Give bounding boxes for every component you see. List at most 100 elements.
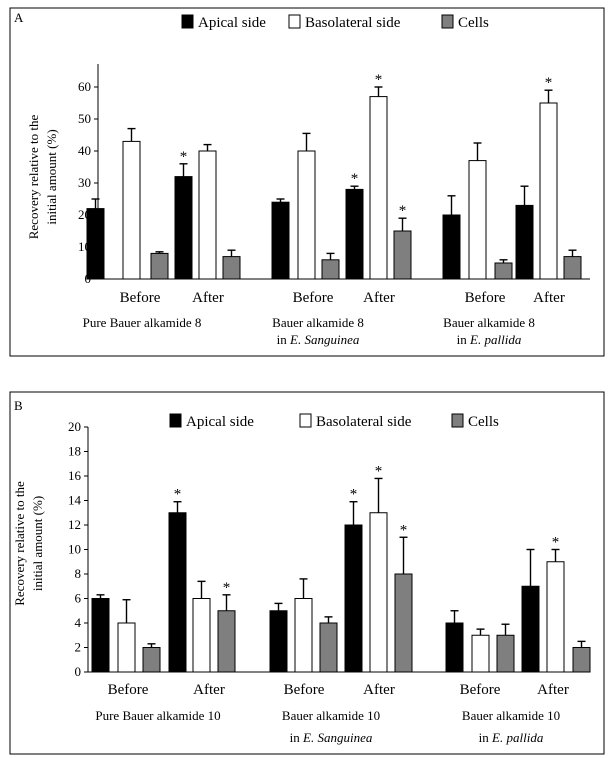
y-tick-label: 8 bbox=[75, 566, 82, 581]
y-tick-label: 10 bbox=[68, 542, 81, 557]
legend-label-cells: Cells bbox=[468, 414, 499, 430]
bar-apical bbox=[344, 524, 363, 673]
bar-basolateral bbox=[369, 96, 388, 280]
bar-basolateral bbox=[369, 512, 388, 673]
legend-swatch-cells bbox=[441, 14, 454, 29]
bars: * * * * * * bbox=[91, 463, 591, 673]
group-label: in E. pallida bbox=[479, 730, 544, 745]
y-tick-label: 0 bbox=[75, 664, 82, 679]
bars: * * * * * bbox=[86, 72, 582, 280]
bar-apical bbox=[174, 176, 193, 280]
bar-apical bbox=[345, 188, 364, 280]
y-axis-label-line: initial amount (%) bbox=[44, 129, 59, 224]
bar-basolateral bbox=[468, 160, 487, 280]
legend-label-basolateral: Basolateral side bbox=[305, 15, 401, 31]
y-tick-label: 2 bbox=[75, 640, 82, 655]
group-label: Bauer alkamide 10 bbox=[462, 708, 560, 723]
condition-label: Before bbox=[120, 290, 161, 306]
condition-label: After bbox=[363, 290, 395, 306]
panel-frame bbox=[9, 7, 605, 357]
condition-label: Before bbox=[293, 290, 334, 306]
bar-basolateral bbox=[539, 102, 558, 280]
bar-basolateral bbox=[471, 634, 490, 673]
legend: Apical side Basolateral side Cells bbox=[181, 14, 489, 31]
legend-label-cells: Cells bbox=[458, 15, 489, 31]
group-label: Pure Bauer alkamide 8 bbox=[83, 315, 202, 330]
legend-label-apical: Apical side bbox=[186, 414, 254, 430]
condition-label: After bbox=[537, 682, 569, 698]
y-tick-label: 4 bbox=[75, 615, 82, 630]
legend-swatch-apical bbox=[181, 14, 194, 29]
bar-cells bbox=[217, 610, 236, 673]
bar-cells bbox=[142, 647, 161, 673]
panel-letter: A bbox=[14, 10, 24, 25]
bar-basolateral bbox=[122, 140, 141, 280]
y-tick-label: 60 bbox=[78, 79, 91, 94]
bar-basolateral bbox=[546, 561, 565, 673]
bar-apical bbox=[269, 610, 288, 673]
significance-star: * bbox=[399, 203, 407, 219]
bar-basolateral bbox=[297, 150, 316, 280]
significance-star: * bbox=[223, 580, 231, 596]
bar-apical bbox=[521, 585, 540, 673]
bar-apical bbox=[515, 204, 534, 280]
bar-cells bbox=[563, 256, 582, 280]
bar-cells bbox=[222, 256, 241, 280]
group-label: Pure Bauer alkamide 10 bbox=[95, 708, 220, 723]
bar-cells bbox=[150, 252, 169, 280]
group-label: Bauer alkamide 8 bbox=[272, 315, 364, 330]
y-axis-label-line: Recovery relative to the bbox=[26, 115, 41, 240]
panel-frame bbox=[9, 391, 605, 755]
condition-label: After bbox=[192, 290, 224, 306]
significance-star: * bbox=[375, 463, 383, 479]
condition-label: Before bbox=[460, 682, 501, 698]
bar-basolateral bbox=[192, 598, 211, 673]
y-tick-label: 20 bbox=[68, 419, 81, 434]
bar-cells bbox=[319, 622, 338, 673]
axes: 0 2 4 6 8 10 12 14 16 18 20 bbox=[68, 419, 590, 679]
y-axis-label-line: initial amount (%) bbox=[30, 496, 45, 591]
bar-basolateral bbox=[198, 150, 217, 280]
significance-star: * bbox=[400, 522, 408, 538]
y-axis-label-line: Recovery relative to the bbox=[12, 481, 27, 606]
y-tick-label: 40 bbox=[78, 143, 91, 158]
bar-apical bbox=[86, 208, 105, 280]
legend-swatch-cells bbox=[451, 413, 464, 428]
y-axis-label: Recovery relative to the initial amount (… bbox=[26, 115, 59, 240]
legend-swatch-apical bbox=[169, 413, 182, 428]
condition-label: Before bbox=[108, 682, 149, 698]
bar-cells bbox=[321, 259, 340, 280]
condition-label: After bbox=[193, 682, 225, 698]
legend-label-basolateral: Basolateral side bbox=[316, 414, 412, 430]
condition-label: After bbox=[533, 290, 565, 306]
y-axis-label: Recovery relative to the initial amount (… bbox=[12, 481, 45, 606]
condition-label: Before bbox=[465, 290, 506, 306]
legend-swatch-basolateral bbox=[299, 413, 312, 428]
group-label: in E. pallida bbox=[457, 332, 522, 347]
y-tick-label: 14 bbox=[68, 493, 82, 508]
y-tick-label: 30 bbox=[78, 175, 91, 190]
condition-label: After bbox=[363, 682, 395, 698]
panel-letter: B bbox=[14, 398, 23, 413]
x-labels: Before After Pure Bauer alkamide 10 Before A… bbox=[95, 682, 568, 745]
bar-apical bbox=[91, 598, 110, 673]
group-label: Bauer alkamide 8 bbox=[443, 315, 535, 330]
condition-label: Before bbox=[284, 682, 325, 698]
group-label: Bauer alkamide 10 bbox=[282, 708, 380, 723]
y-tick-label: 18 bbox=[68, 444, 81, 459]
bar-apical bbox=[445, 622, 464, 673]
legend-label-apical: Apical side bbox=[198, 15, 266, 31]
bar-cells bbox=[496, 634, 515, 673]
bar-cells bbox=[393, 230, 412, 280]
y-tick-label: 16 bbox=[68, 468, 82, 483]
significance-star: * bbox=[351, 171, 359, 187]
bar-cells bbox=[394, 573, 413, 673]
group-label: in E. Sanguinea bbox=[277, 332, 360, 347]
y-tick-label: 6 bbox=[75, 591, 82, 606]
y-tick-label: 50 bbox=[78, 111, 91, 126]
bar-basolateral bbox=[294, 598, 313, 673]
significance-star: * bbox=[174, 487, 182, 503]
bar-apical bbox=[442, 214, 461, 280]
bar-cells bbox=[494, 262, 513, 280]
